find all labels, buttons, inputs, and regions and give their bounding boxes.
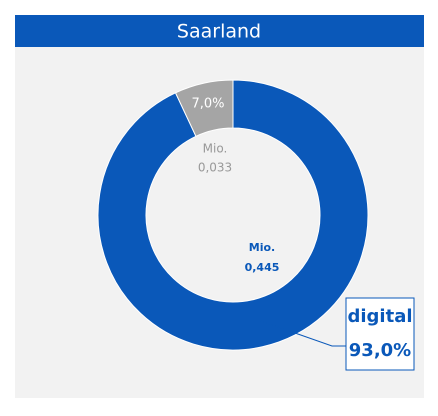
amount-label: 0,445 — [245, 261, 280, 274]
amount-label: 0,033 — [198, 161, 232, 175]
value-label: 7,0% — [191, 97, 224, 112]
header — [15, 15, 424, 47]
amount-unit: Mio. — [203, 142, 228, 156]
leader-line — [257, 319, 346, 347]
label-box — [345, 297, 415, 371]
donut-segment — [97, 79, 369, 351]
donut — [97, 79, 369, 351]
amount-unit: Mio. — [249, 241, 275, 254]
chart-title: Saarland — [177, 21, 261, 43]
category-label: digital — [347, 306, 412, 327]
donut-segment — [174, 79, 234, 137]
value-label: 93,0% — [349, 340, 411, 361]
